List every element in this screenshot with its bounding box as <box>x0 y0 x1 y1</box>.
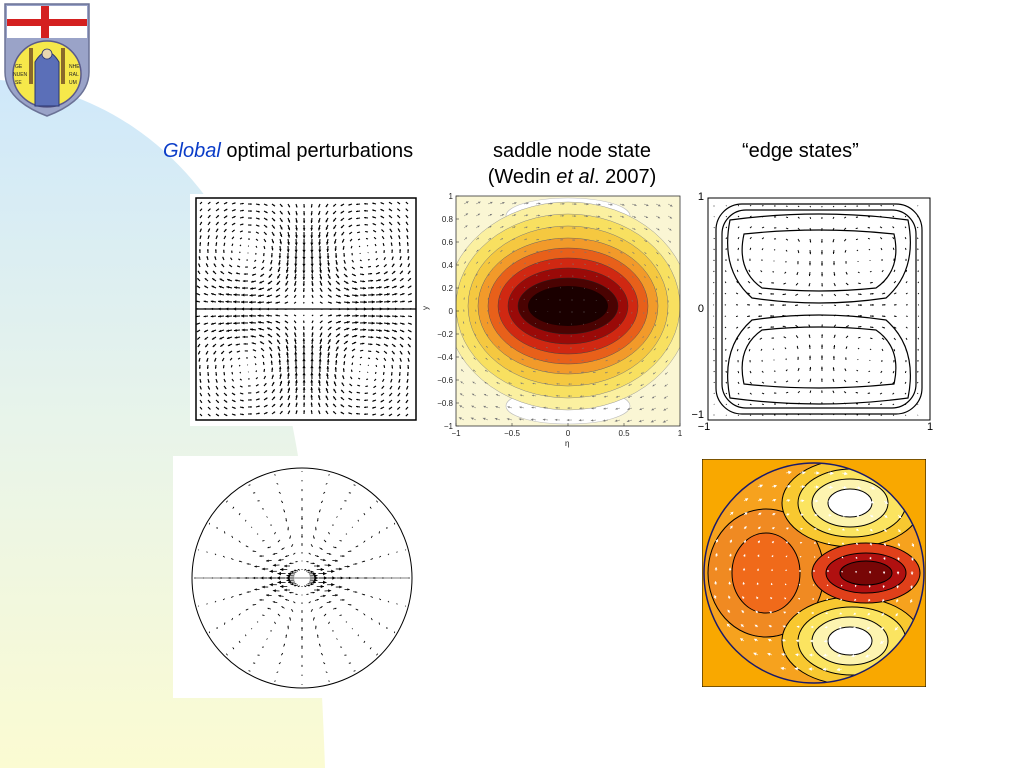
saddle-node-title: saddle node state (Wedin et al. 2007) <box>472 138 672 190</box>
edge-xtick: −1 <box>698 421 711 430</box>
global-title-rest: optimal perturbations <box>220 140 414 162</box>
university-crest-logo: GE NUEN SE NHE RAL UM <box>4 3 90 117</box>
saddle-xtick: 0.5 <box>618 429 630 438</box>
saddle-ytick: −0.4 <box>437 353 453 362</box>
saddle-title-line1: saddle node state <box>493 140 651 162</box>
saddle-xtick: 1 <box>678 429 683 438</box>
svg-text:RAL: RAL <box>69 72 79 78</box>
saddle-title-line2: (Wedin et al. 2007) <box>487 166 657 188</box>
saddle-xlabel: η <box>565 439 569 448</box>
saddle-ytick: −0.6 <box>437 376 453 385</box>
saddle-ytick: −0.2 <box>437 330 453 339</box>
saddle-ytick: 0.4 <box>442 261 454 270</box>
svg-text:NUEN: NUEN <box>13 72 28 78</box>
saddle-ytick: 1 <box>449 192 454 201</box>
edge-states-square-plot: 1 0 −1 −1 1 <box>690 190 940 430</box>
edge-ytick: −1 <box>691 409 704 421</box>
svg-text:NHE: NHE <box>69 64 80 70</box>
edge-states-title: “edge states” <box>742 140 859 162</box>
svg-text:UM: UM <box>69 80 77 86</box>
saddle-ytick: −0.8 <box>437 399 453 408</box>
svg-text:SE: SE <box>15 80 22 86</box>
saddle-ytick: 0.2 <box>442 284 454 293</box>
saddle-ytick: −1 <box>444 422 454 431</box>
global-italic-word: Global <box>163 140 221 162</box>
global-square-vector-plot <box>190 194 422 426</box>
edge-xtick: 1 <box>927 421 933 430</box>
global-perturbations-title: Global optimal perturbations <box>163 138 413 164</box>
edge-ytick: 0 <box>698 303 704 315</box>
saddle-ytick: 0.6 <box>442 238 454 247</box>
saddle-ytick: 0.8 <box>442 215 454 224</box>
saddle-xtick: −0.5 <box>504 429 520 438</box>
svg-text:GE: GE <box>15 64 23 70</box>
saddle-ylabel: y <box>422 306 430 310</box>
saddle-xtick: 0 <box>566 429 571 438</box>
global-circular-vector-plot <box>173 456 425 698</box>
edge-ytick: 1 <box>698 191 704 203</box>
edge-states-circular-heatmap <box>702 459 926 687</box>
saddle-node-heatmap: 1 0.8 0.6 0.4 0.2 0 −0.2 −0.4 −0.6 −0.8 −1 −1 −0.5 0… <box>422 188 690 450</box>
saddle-xtick: −1 <box>451 429 461 438</box>
square-field-arrows <box>196 201 413 417</box>
saddle-ytick: 0 <box>449 307 454 316</box>
